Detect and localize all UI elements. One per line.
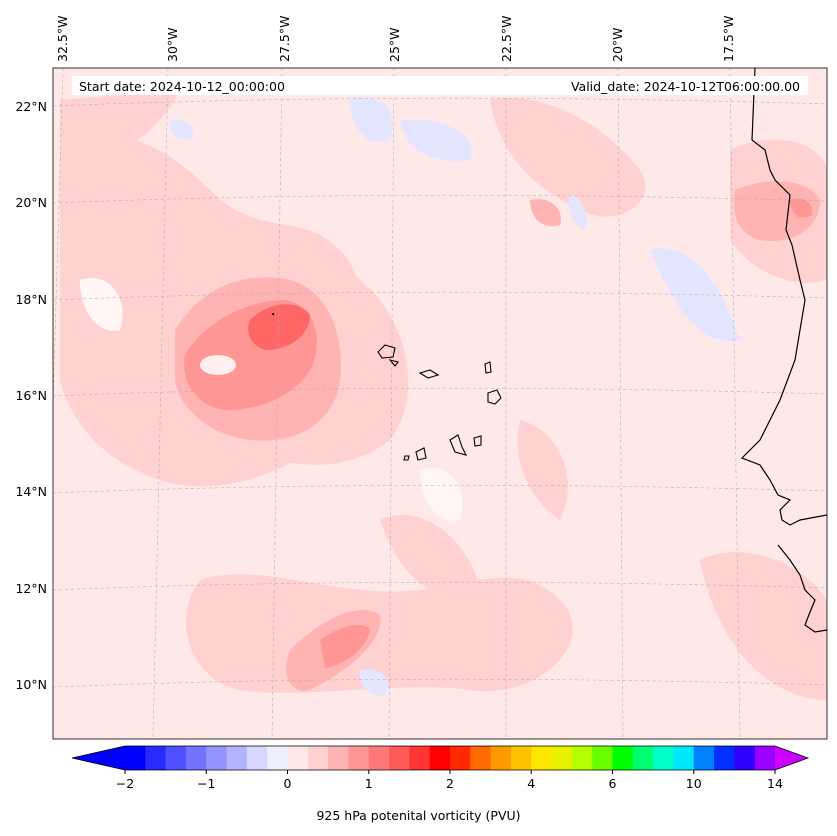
lat-label: 16°N [15,388,47,403]
colorbar-tick-label: 14 [767,776,783,791]
colorbar-swatch [206,746,228,770]
colorbar-swatch [267,746,288,770]
colorbar: −2 −1 0 1 2 4 6 10 14 [71,745,810,791]
coastline-africa [740,68,827,633]
colorbar-extend-min [72,746,125,770]
colorbar-swatch [754,746,776,770]
lat-label: 22°N [15,99,47,114]
lat-label: 12°N [15,581,47,596]
pv-eye [200,355,236,375]
colorbar-swatch [693,746,715,770]
colorbar-swatch [125,746,146,770]
colorbar-tick-label: −2 [116,776,134,791]
colorbar-swatch [551,746,573,770]
colorbar-extend-max [775,746,808,770]
colorbar-tick-label: −1 [197,776,215,791]
colorbar-swatch [571,746,593,770]
colorbar-swatch [165,746,187,770]
lat-label: 14°N [15,484,47,499]
colorbar-swatch [246,746,268,770]
colorbar-swatch [510,746,532,770]
longitude-labels: 32.5°W 30°W 27.5°W 25°W 22.5°W 20°W 17.5… [55,16,736,62]
colorbar-swatch [287,746,309,770]
colorbar-swatch [531,746,553,770]
map-frame [52,67,828,740]
colorbar-swatch [632,746,654,770]
valid-date-text: Valid_date: 2024-10-12T06:00:00.00 [571,79,800,94]
lon-label: 25°W [387,27,402,62]
date-header: Start date: 2024-10-12_00:00:00 Valid_da… [72,76,808,95]
colorbar-tick-label: 6 [609,776,617,791]
pv-contour-neutral [80,278,463,521]
colorbar-swatch [185,746,207,770]
lon-label: 22.5°W [499,16,514,62]
lon-label: 32.5°W [55,16,70,62]
colorbar-swatch [673,746,695,770]
colorbar-swatch [328,746,349,770]
colorbar-swatch [653,746,674,770]
date-header-background [72,76,808,95]
colorbar-swatch [348,746,370,770]
colorbar-swatch [612,746,634,770]
lon-label: 30°W [165,27,180,62]
lat-label: 10°N [15,677,47,692]
pv-max-marker [272,313,274,315]
colorbar-swatch [490,746,512,770]
colorbar-swatch [409,746,431,770]
colorbar-swatch [368,746,390,770]
colorbar-swatch [450,746,471,770]
colorbar-tick-label: 10 [686,776,702,791]
colorbar-swatch [592,746,613,770]
colorbar-swatch [226,746,248,770]
cape-verde-islands [377,344,502,461]
lon-label: 27.5°W [277,16,292,62]
lat-label: 20°N [15,195,47,210]
lon-label: 20°W [610,27,625,62]
colorbar-swatch [429,746,451,770]
lon-label: 17.5°W [721,16,736,62]
start-date-text: Start date: 2024-10-12_00:00:00 [79,79,285,94]
colorbar-swatch [145,746,167,770]
colorbar-swatch [389,746,410,770]
colorbar-swatch [714,746,735,770]
colorbar-tick-label: 0 [284,776,292,791]
colorbar-swatch [734,746,756,770]
colorbar-swatch [307,746,329,770]
colorbar-tick-label: 4 [527,776,535,791]
colorbar-label: 925 hPa potenital vorticity (PVU) [316,808,521,823]
colorbar-tick-label: 2 [446,776,454,791]
colorbar-swatch [470,746,492,770]
latitude-labels: 22°N 20°N 18°N 16°N 14°N 12°N 10°N [15,99,47,692]
map-panel [53,68,827,739]
graticule [53,68,827,739]
lat-label: 18°N [15,292,47,307]
colorbar-tick-label: 1 [365,776,373,791]
pv-contour-core [248,304,310,350]
